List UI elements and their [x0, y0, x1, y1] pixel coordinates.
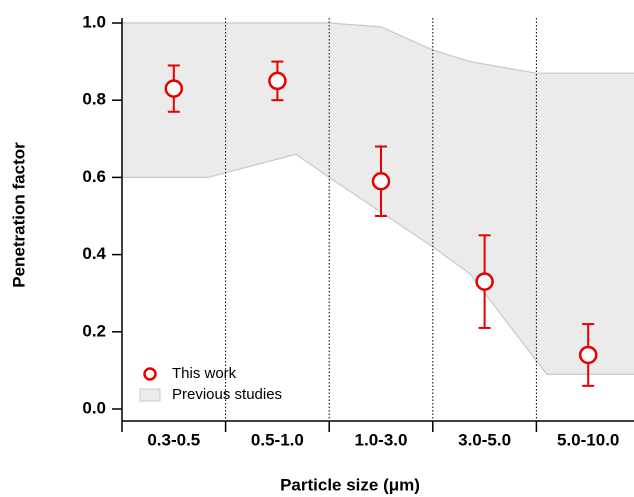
legend-label: This work: [172, 365, 237, 382]
x-tick-label: 3.0-5.0: [458, 430, 511, 449]
y-tick-label: 0.8: [82, 90, 106, 109]
x-tick-label: 5.0-10.0: [557, 430, 619, 449]
legend-label: Previous studies: [172, 386, 282, 403]
x-tick-label: 1.0-3.0: [355, 430, 408, 449]
data-point: [164, 79, 184, 98]
data-point: [475, 272, 494, 291]
legend-swatch: [139, 388, 161, 402]
y-tick-label: 0.4: [82, 244, 106, 263]
x-tick-label: 0.5-1.0: [251, 430, 304, 449]
data-point: [578, 345, 598, 365]
data-point: [371, 172, 391, 191]
x-tick-label: 0.3-0.5: [147, 430, 200, 449]
y-tick-label: 0.0: [82, 398, 106, 417]
y-tick-label: 1.0: [82, 12, 106, 31]
legend-marker: [143, 367, 157, 381]
x-axis-title: Particle size (μm): [280, 475, 420, 494]
y-tick-label: 0.6: [82, 167, 106, 186]
previous-studies-area: [121, 22, 634, 375]
data-point: [268, 71, 287, 91]
y-tick-label: 0.2: [82, 321, 106, 340]
y-axis-title: Penetration factor: [9, 142, 28, 288]
